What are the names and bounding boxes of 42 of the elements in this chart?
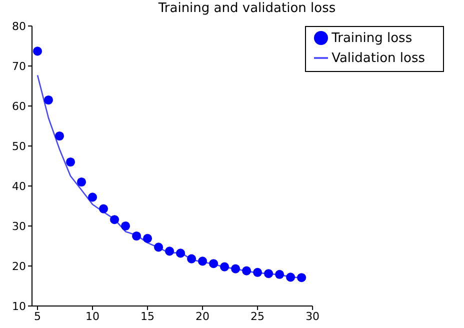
point <box>275 270 284 279</box>
y-tick-label: 20 <box>12 260 26 273</box>
point <box>132 231 142 241</box>
legend-label: Training loss <box>332 31 412 46</box>
point <box>143 234 152 243</box>
point <box>110 215 120 224</box>
x-tick-label: 20 <box>196 310 210 323</box>
point <box>198 256 208 266</box>
x-tick-label: 15 <box>140 310 155 323</box>
point <box>187 254 196 264</box>
x-tick-label: 10 <box>86 310 100 323</box>
legend-label: Validation loss <box>332 51 425 66</box>
point <box>176 248 186 258</box>
y-tick-label: 10 <box>12 300 26 313</box>
x-tick-label: 25 <box>250 310 265 323</box>
point <box>88 192 98 202</box>
point <box>242 266 252 276</box>
x-tick-label: 5 <box>34 310 41 323</box>
y-tick-label: 60 <box>12 100 26 113</box>
point <box>121 221 130 231</box>
point <box>253 268 262 277</box>
x-tick-label: 30 <box>306 310 320 323</box>
point <box>76 177 86 187</box>
point <box>44 95 54 105</box>
y-tick-label: 80 <box>12 20 26 33</box>
chart-title: Training and validation loss <box>157 0 337 18</box>
point <box>220 262 230 272</box>
point <box>66 157 76 167</box>
point <box>32 46 42 56</box>
y-tick-label: 70 <box>12 60 26 73</box>
point <box>209 259 218 268</box>
y-tick-label: 40 <box>12 180 26 193</box>
y-tick-label: 30 <box>12 220 26 233</box>
point <box>264 269 274 278</box>
point <box>231 264 240 274</box>
point <box>54 131 64 141</box>
point <box>154 242 164 252</box>
y-tick-label: 50 <box>12 140 26 153</box>
point <box>297 273 306 282</box>
point <box>165 246 174 256</box>
point <box>286 272 296 282</box>
point <box>99 204 108 214</box>
